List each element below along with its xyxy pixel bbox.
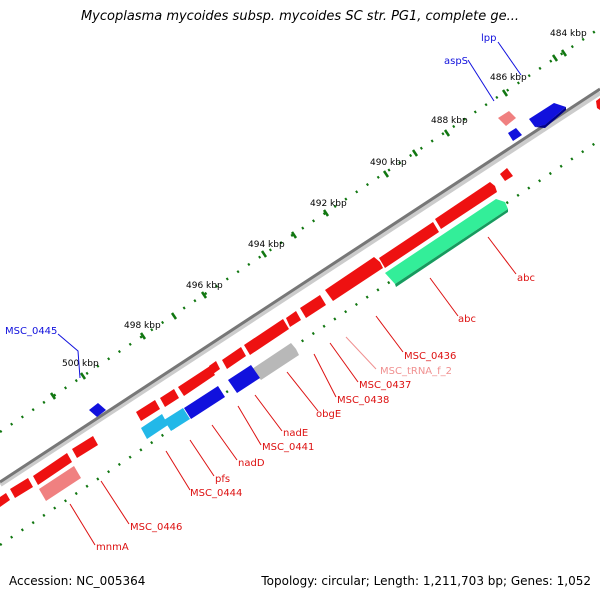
tick-label: 500 kbp [62,359,99,369]
tick-label: 496 kbp [186,281,223,291]
gene-label[interactable]: MSC_tRNA_f_2 [380,366,452,377]
tick-label: 498 kbp [124,321,161,331]
gene-arrow[interactable] [500,168,513,181]
gene-arrow[interactable] [228,365,260,393]
gene-arrow-edge [395,209,508,287]
gene-label[interactable]: MSC_0437 [359,380,411,391]
gene-arrow[interactable] [244,319,289,355]
gene-arrow[interactable] [508,128,522,141]
gene-label[interactable]: abc [517,273,535,284]
gene-arrow[interactable] [385,199,508,284]
gene-label[interactable]: mnmA [96,542,129,553]
tick-label: 488 kbp [431,116,468,126]
tick-label: 490 kbp [370,158,407,168]
gene-label[interactable]: pfs [215,474,230,485]
gene-arrow[interactable] [141,414,168,439]
gene-label[interactable]: MSC_0444 [190,488,242,499]
gene-arrow[interactable] [72,436,98,458]
gene-arrow[interactable] [164,408,190,431]
gene-label[interactable]: MSC_0446 [130,522,182,533]
gene-arrow[interactable] [498,111,516,126]
gene-label[interactable]: aspS [444,56,468,67]
gene-arrow[interactable] [89,403,106,417]
gene-arrow[interactable] [184,386,225,419]
map-title: Mycoplasma mycoides subsp. mycoides SC s… [80,9,520,24]
outer-feature-track[interactable] [89,98,600,417]
lower-feature-track[interactable] [39,199,508,501]
tick-label: 484 kbp [550,29,587,39]
outer-ruler [0,26,600,434]
tick-label: 486 kbp [490,73,527,83]
tick-label: 492 kbp [310,199,347,209]
gene-arrow[interactable] [0,493,10,507]
backbone-shadow [0,89,600,487]
gene-arrow[interactable] [379,222,439,268]
callout-lines [57,41,522,546]
gene-arrow[interactable] [178,366,215,396]
gene-arrow[interactable] [286,311,301,327]
backbone [0,87,600,484]
forward-feature-track[interactable] [0,168,513,507]
gene-arrow[interactable] [435,182,497,229]
gene-label[interactable]: abc [458,314,476,325]
gene-arrow[interactable] [10,478,33,498]
gene-arrow[interactable] [300,295,326,318]
gene-arrow[interactable] [529,103,566,127]
gene-arrow[interactable] [39,466,81,501]
gene-arrow[interactable] [33,453,72,485]
gene-label[interactable]: obgE [316,409,341,420]
tick-label: 494 kbp [248,240,285,250]
inner-ruler [0,138,600,547]
genome-summary-label: Topology: circular; Length: 1,211,703 bp… [261,574,591,588]
gene-arrow[interactable] [160,389,179,407]
gene-arrow[interactable] [222,347,246,369]
accession-label: Accession: NC_005364 [9,574,146,588]
tick-marks [49,49,568,400]
gene-arrow[interactable] [596,98,600,110]
gene-label[interactable]: MSC_0445 [5,326,57,337]
gene-arrow[interactable] [325,257,383,301]
gene-label[interactable]: lpp [481,33,496,44]
gene-arrow[interactable] [252,343,299,380]
gene-label[interactable]: MSC_0441 [262,442,314,453]
gene-label[interactable]: MSC_0438 [337,395,389,406]
gene-label[interactable]: nadE [283,428,308,439]
gene-label[interactable]: MSC_0436 [404,351,456,362]
gene-arrow[interactable] [136,400,160,421]
gene-label[interactable]: nadD [238,458,265,469]
